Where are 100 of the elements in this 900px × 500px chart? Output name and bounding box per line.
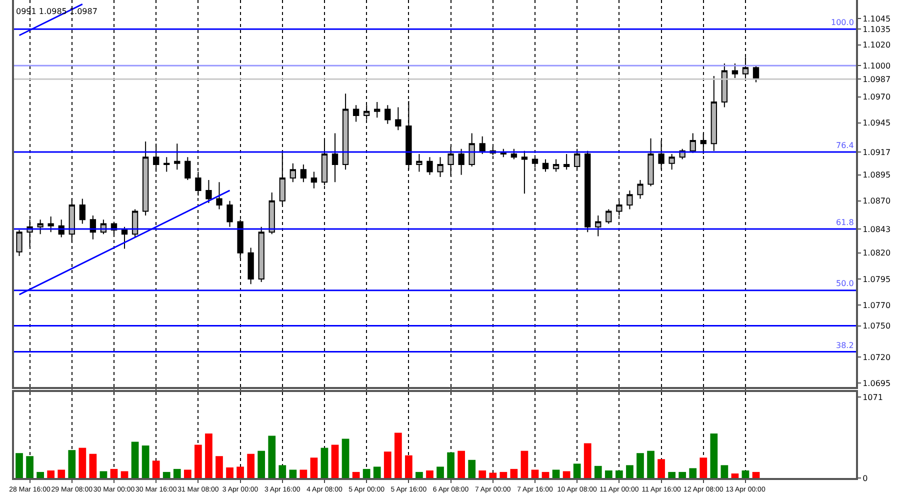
bar: [384, 452, 392, 478]
candlestick: [606, 208, 612, 224]
bar: [373, 466, 381, 478]
bar: [584, 443, 592, 478]
y-tick-label: 1.1045: [862, 14, 891, 24]
y-tick-label: 1.1020: [862, 40, 891, 50]
bar: [36, 472, 44, 478]
candlestick: [668, 154, 675, 170]
y-tick-label: 1.0720: [862, 352, 891, 362]
candlestick: [184, 156, 191, 181]
y-tick-label: 1.0870: [862, 196, 891, 206]
bar: [636, 453, 644, 478]
bar: [542, 472, 550, 478]
bar: [331, 444, 339, 478]
candlestick: [637, 180, 644, 200]
bar: [468, 460, 476, 478]
candlestick: [226, 200, 233, 228]
bar: [458, 450, 465, 478]
bar: [647, 450, 654, 478]
y-tick-label: 1.0970: [862, 92, 891, 102]
candlestick: [164, 156, 170, 172]
candlestick: [479, 136, 486, 155]
bar: [436, 466, 444, 478]
candlestick: [37, 219, 44, 235]
bar: [236, 466, 244, 478]
candlestick: [290, 162, 296, 183]
bar: [194, 444, 202, 478]
bar: [405, 455, 412, 478]
candlestick: [395, 106, 402, 131]
bar: [520, 450, 528, 478]
bar: [258, 450, 266, 478]
candlestick: [416, 154, 422, 172]
candlestick: [584, 150, 591, 233]
y-tick-label: 1.0820: [862, 248, 891, 258]
bar: [531, 470, 539, 478]
candlestick: [710, 75, 717, 152]
bar: [47, 470, 55, 478]
bar: [626, 465, 634, 478]
y-tick-label: 1.0945: [862, 118, 891, 128]
bar: [362, 468, 370, 478]
bar: [131, 442, 139, 478]
candlestick: [552, 158, 560, 172]
bar: [573, 464, 581, 478]
bar: [742, 470, 750, 478]
bar: [710, 433, 718, 478]
candlestick: [458, 148, 464, 176]
bar: [562, 471, 570, 478]
y-tick-label: 1071: [862, 392, 883, 402]
bar: [16, 453, 23, 478]
bar: [162, 472, 170, 478]
candlestick: [426, 156, 433, 176]
bar: [604, 470, 612, 478]
candlestick: [206, 180, 212, 204]
bar: [678, 472, 686, 478]
candlestick: [48, 216, 54, 233]
bar: [510, 468, 518, 478]
bar: [668, 472, 676, 478]
bar: [489, 472, 497, 478]
candlestick: [142, 141, 149, 216]
bar: [752, 472, 760, 478]
candlestick: [248, 247, 254, 285]
bar: [100, 471, 108, 478]
candlestick: [216, 182, 222, 210]
candlestick: [542, 158, 549, 172]
bar: [26, 456, 34, 478]
annotation: 0991 1.0985 1.0987: [16, 7, 98, 16]
candlestick: [153, 143, 160, 172]
candlestick: [563, 154, 570, 170]
candlestick: [174, 143, 180, 170]
candlestick: [595, 214, 602, 237]
candlestick: [352, 104, 360, 122]
candlestick: [268, 192, 275, 235]
annotation: 61.8: [836, 218, 854, 227]
bar: [426, 470, 434, 478]
bar: [289, 470, 297, 478]
bar: [216, 456, 223, 478]
bar: [89, 454, 97, 478]
bar: [268, 436, 276, 478]
candlestick: [132, 208, 138, 238]
y-tick-label: 0: [862, 474, 868, 483]
candlestick: [310, 171, 318, 189]
candlestick: [510, 148, 518, 160]
y-tick-label: 1.0895: [862, 170, 891, 180]
annotation: 50.0: [836, 279, 854, 288]
bar: [184, 470, 192, 478]
bar: [394, 432, 402, 478]
candlestick: [648, 138, 654, 187]
bar: [120, 471, 128, 478]
bar: [352, 472, 360, 478]
bar: [226, 467, 234, 478]
annotation: 100.0: [831, 18, 854, 27]
bar: [416, 472, 423, 478]
bar: [68, 450, 76, 478]
bar: [142, 446, 150, 478]
bar: [700, 458, 708, 478]
bar: [731, 473, 739, 478]
bar: [342, 438, 350, 478]
candlestick: [521, 150, 528, 194]
bar: [447, 452, 454, 478]
y-tick-label: 1.0770: [862, 300, 891, 310]
